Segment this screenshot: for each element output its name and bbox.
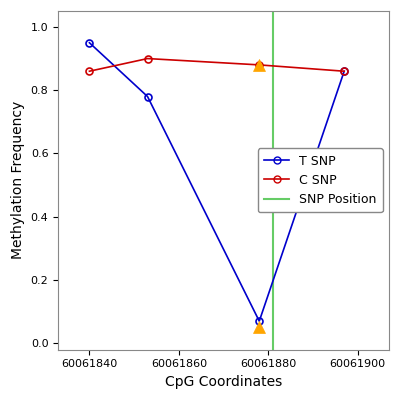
Y-axis label: Methylation Frequency: Methylation Frequency — [11, 101, 25, 260]
Legend: T SNP, C SNP, SNP Position: T SNP, C SNP, SNP Position — [258, 148, 383, 212]
X-axis label: CpG Coordinates: CpG Coordinates — [165, 375, 282, 389]
